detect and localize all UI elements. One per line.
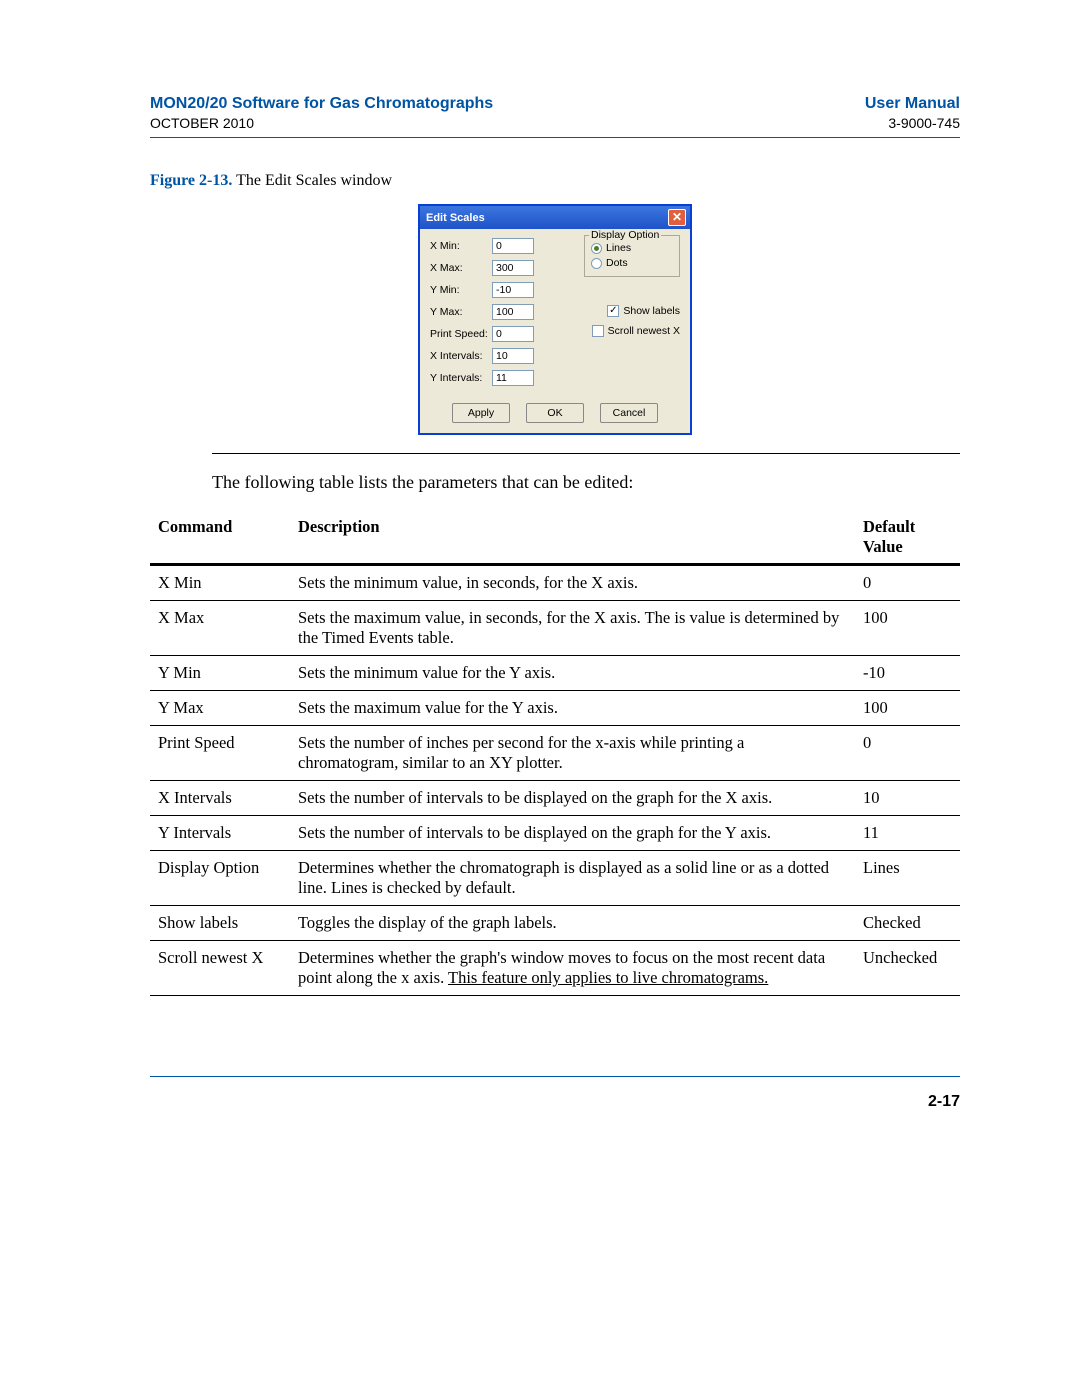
scroll-newest-check[interactable]: Scroll newest X bbox=[592, 325, 680, 337]
dialog-titlebar: Edit Scales ✕ bbox=[420, 206, 690, 229]
footer-rule bbox=[150, 1076, 960, 1077]
table-row: Display OptionDetermines whether the chr… bbox=[150, 851, 960, 906]
table-row: Y IntervalsSets the number of intervals … bbox=[150, 816, 960, 851]
cell-default: Checked bbox=[855, 906, 960, 941]
table-row: X MinSets the minimum value, in seconds,… bbox=[150, 565, 960, 601]
cell-default: 0 bbox=[855, 565, 960, 601]
cell-default: 100 bbox=[855, 601, 960, 656]
radio-dots[interactable]: Dots bbox=[591, 257, 673, 269]
radio-dots-icon bbox=[591, 258, 602, 269]
xmax-input[interactable] bbox=[492, 260, 534, 276]
cell-description: Sets the number of intervals to be displ… bbox=[290, 816, 855, 851]
cell-command: Show labels bbox=[150, 906, 290, 941]
close-icon[interactable]: ✕ bbox=[668, 209, 686, 226]
cell-command: X Max bbox=[150, 601, 290, 656]
yintervals-input[interactable] bbox=[492, 370, 534, 386]
ymin-input[interactable] bbox=[492, 282, 534, 298]
cell-command: Display Option bbox=[150, 851, 290, 906]
cell-default: Unchecked bbox=[855, 941, 960, 996]
figure-caption-text: The Edit Scales window bbox=[232, 172, 392, 189]
cell-default: 10 bbox=[855, 781, 960, 816]
scroll-newest-label: Scroll newest X bbox=[608, 325, 680, 337]
table-row: Y MaxSets the maximum value for the Y ax… bbox=[150, 691, 960, 726]
cell-command: X Intervals bbox=[150, 781, 290, 816]
xmin-label: X Min: bbox=[430, 240, 492, 252]
cell-description: Sets the minimum value, in seconds, for … bbox=[290, 565, 855, 601]
cell-description: Sets the maximum value for the Y axis. bbox=[290, 691, 855, 726]
cell-command: Y Max bbox=[150, 691, 290, 726]
th-command: Command bbox=[150, 511, 290, 565]
th-default: Default Value bbox=[855, 511, 960, 565]
radio-lines[interactable]: Lines bbox=[591, 242, 673, 254]
header-sub-right: 3-9000-745 bbox=[888, 115, 960, 131]
figure-caption: Figure 2-13. The Edit Scales window bbox=[150, 172, 960, 190]
show-labels-checkbox-icon: ✓ bbox=[607, 305, 619, 317]
cell-command: Print Speed bbox=[150, 726, 290, 781]
cell-default: -10 bbox=[855, 656, 960, 691]
cell-default: Lines bbox=[855, 851, 960, 906]
cell-default: 0 bbox=[855, 726, 960, 781]
xmax-label: X Max: bbox=[430, 262, 492, 274]
header-rule bbox=[150, 137, 960, 138]
cell-description: Determines whether the chromatograph is … bbox=[290, 851, 855, 906]
cancel-button[interactable]: Cancel bbox=[600, 403, 658, 423]
apply-button[interactable]: Apply bbox=[452, 403, 510, 423]
header-title-right: User Manual bbox=[865, 95, 960, 113]
header-sub-left: OCTOBER 2010 bbox=[150, 115, 254, 131]
page-number: 2-17 bbox=[150, 1093, 960, 1111]
xintervals-label: X Intervals: bbox=[430, 350, 492, 362]
figure-label: Figure 2-13. bbox=[150, 172, 232, 189]
ymin-label: Y Min: bbox=[430, 284, 492, 296]
display-option-group: Display Option Lines Dots bbox=[584, 235, 680, 277]
cell-command: Scroll newest X bbox=[150, 941, 290, 996]
cell-command: Y Min bbox=[150, 656, 290, 691]
display-option-title: Display Option bbox=[589, 229, 661, 241]
table-row: X MaxSets the maximum value, in seconds,… bbox=[150, 601, 960, 656]
table-row: Scroll newest XDetermines whether the gr… bbox=[150, 941, 960, 996]
cell-default: 11 bbox=[855, 816, 960, 851]
table-row: Show labelsToggles the display of the gr… bbox=[150, 906, 960, 941]
printspeed-label: Print Speed: bbox=[430, 328, 492, 340]
cell-description: Sets the number of intervals to be displ… bbox=[290, 781, 855, 816]
header-title-left: MON20/20 Software for Gas Chromatographs bbox=[150, 95, 493, 113]
cell-description: Sets the minimum value for the Y axis. bbox=[290, 656, 855, 691]
printspeed-input[interactable] bbox=[492, 326, 534, 342]
cell-description: Sets the maximum value, in seconds, for … bbox=[290, 601, 855, 656]
intro-text: The following table lists the parameters… bbox=[212, 472, 960, 493]
xmin-input[interactable] bbox=[492, 238, 534, 254]
yintervals-label: Y Intervals: bbox=[430, 372, 492, 384]
table-row: Y MinSets the minimum value for the Y ax… bbox=[150, 656, 960, 691]
radio-dots-label: Dots bbox=[606, 257, 628, 269]
cell-description: Toggles the display of the graph labels. bbox=[290, 906, 855, 941]
radio-lines-label: Lines bbox=[606, 242, 631, 254]
edit-scales-dialog: Edit Scales ✕ X Min: X Max: Y Min: Y Max… bbox=[418, 204, 692, 435]
cell-default: 100 bbox=[855, 691, 960, 726]
dialog-title: Edit Scales bbox=[426, 212, 485, 224]
show-labels-label: Show labels bbox=[623, 305, 680, 317]
cell-description: Sets the number of inches per second for… bbox=[290, 726, 855, 781]
radio-lines-icon bbox=[591, 243, 602, 254]
table-row: Print SpeedSets the number of inches per… bbox=[150, 726, 960, 781]
cell-command: X Min bbox=[150, 565, 290, 601]
scroll-newest-checkbox-icon bbox=[592, 325, 604, 337]
show-labels-check[interactable]: ✓ Show labels bbox=[607, 305, 680, 317]
table-row: X IntervalsSets the number of intervals … bbox=[150, 781, 960, 816]
ok-button[interactable]: OK bbox=[526, 403, 584, 423]
section-rule bbox=[212, 453, 960, 454]
cell-command: Y Intervals bbox=[150, 816, 290, 851]
params-table: Command Description Default Value X MinS… bbox=[150, 511, 960, 996]
xintervals-input[interactable] bbox=[492, 348, 534, 364]
th-description: Description bbox=[290, 511, 855, 565]
ymax-input[interactable] bbox=[492, 304, 534, 320]
ymax-label: Y Max: bbox=[430, 306, 492, 318]
cell-description: Determines whether the graph's window mo… bbox=[290, 941, 855, 996]
